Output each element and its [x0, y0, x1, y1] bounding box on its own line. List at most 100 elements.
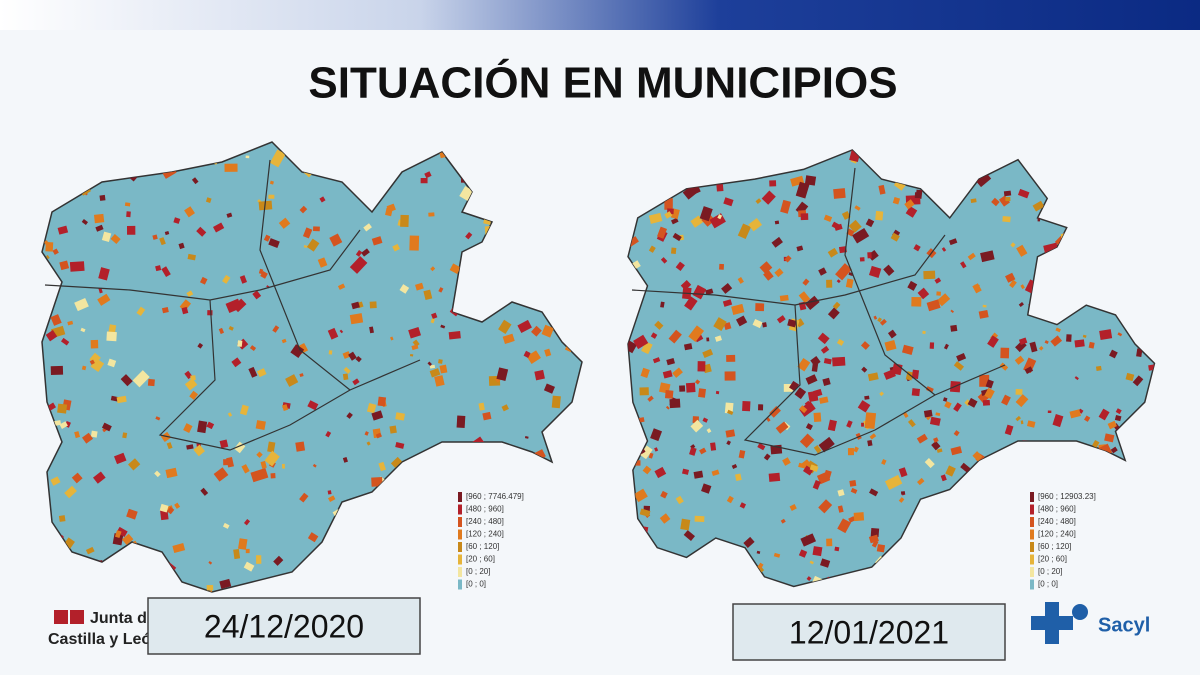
municipality	[161, 307, 169, 314]
municipality	[812, 546, 823, 557]
municipality	[1050, 335, 1063, 347]
municipality	[822, 377, 831, 386]
municipality	[415, 282, 424, 291]
municipality	[219, 578, 232, 589]
municipality	[166, 442, 173, 450]
municipality	[800, 533, 817, 547]
municipality	[887, 329, 897, 339]
municipality	[648, 245, 656, 253]
municipality	[60, 337, 70, 346]
municipality	[774, 268, 784, 278]
municipality	[1004, 424, 1014, 436]
municipality	[953, 430, 960, 437]
municipality	[1010, 242, 1016, 248]
municipality	[243, 561, 255, 572]
municipality	[438, 287, 444, 293]
municipality	[59, 421, 68, 429]
municipality	[295, 441, 306, 452]
municipality	[752, 319, 763, 329]
municipality	[434, 375, 445, 387]
legend-swatch	[458, 504, 462, 515]
municipality	[173, 217, 181, 224]
municipality	[342, 373, 349, 381]
municipality	[355, 355, 362, 363]
municipality	[774, 220, 780, 225]
municipality	[159, 237, 166, 246]
municipality	[748, 217, 763, 232]
municipality	[633, 488, 648, 503]
municipality	[823, 358, 832, 365]
municipality	[982, 399, 991, 406]
municipality	[719, 263, 725, 270]
municipality	[795, 181, 810, 199]
municipality	[237, 340, 243, 347]
municipality	[758, 404, 764, 411]
municipality	[881, 459, 887, 465]
municipality	[664, 211, 673, 219]
municipality	[369, 301, 377, 309]
municipality	[218, 327, 225, 335]
municipality	[935, 412, 941, 416]
municipality	[787, 319, 797, 328]
municipality	[408, 327, 422, 339]
municipality	[427, 361, 432, 366]
municipality	[541, 324, 554, 338]
municipality	[1029, 341, 1038, 353]
municipality	[366, 441, 371, 446]
legend-label: [20 ; 60]	[466, 555, 495, 564]
municipality	[90, 430, 98, 438]
municipality	[67, 320, 74, 326]
municipality	[238, 538, 248, 550]
municipality	[813, 388, 823, 398]
municipality	[871, 540, 879, 548]
municipality	[351, 301, 360, 310]
municipality	[281, 463, 286, 469]
municipality	[847, 448, 855, 456]
municipality	[1110, 446, 1118, 454]
municipality	[798, 549, 808, 558]
municipality	[818, 499, 833, 514]
municipality	[780, 518, 786, 524]
municipality	[430, 266, 436, 272]
municipality	[640, 367, 650, 378]
municipality	[534, 369, 545, 381]
municipality	[1088, 341, 1095, 349]
municipality	[950, 309, 955, 313]
municipality	[299, 373, 304, 378]
municipality	[972, 451, 983, 462]
municipality	[806, 576, 812, 581]
municipality	[193, 444, 205, 457]
municipality	[1117, 332, 1123, 337]
municipality	[715, 390, 720, 395]
municipality	[639, 508, 651, 517]
municipality	[250, 468, 269, 483]
municipality	[890, 232, 900, 242]
legend-swatch	[1030, 567, 1034, 577]
municipality	[74, 297, 89, 312]
municipality	[835, 263, 852, 281]
municipality	[440, 324, 446, 329]
logo-sacyl: Sacyl	[1031, 602, 1150, 644]
municipality	[669, 397, 678, 407]
logo-shield	[54, 610, 68, 624]
municipality	[755, 303, 765, 312]
municipality	[69, 261, 85, 272]
municipality	[50, 365, 64, 375]
municipality	[832, 356, 846, 367]
municipality	[982, 304, 987, 308]
municipality	[189, 390, 199, 400]
municipality	[726, 354, 736, 362]
municipality	[813, 412, 822, 422]
municipality	[389, 425, 397, 434]
municipality	[723, 197, 734, 207]
municipality	[675, 261, 685, 272]
municipality	[395, 442, 405, 449]
municipality	[898, 497, 905, 503]
municipality	[1002, 215, 1011, 223]
municipality	[348, 351, 357, 361]
municipality	[697, 361, 706, 372]
municipality	[907, 280, 918, 291]
municipality	[346, 412, 353, 419]
municipality	[861, 422, 864, 427]
municipality	[355, 250, 363, 257]
